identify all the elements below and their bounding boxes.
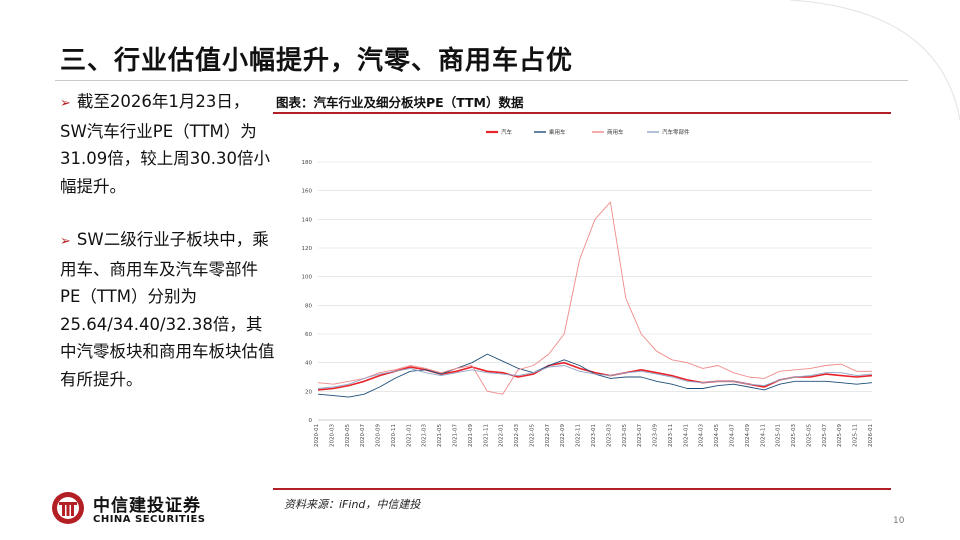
bullet-text: 截至2026年1月23日，SW汽车行业PE（TTM）为31.09倍，较上周30.… <box>60 92 270 196</box>
x-tick-label: 2025-07 <box>822 424 828 447</box>
series-line <box>317 201 872 395</box>
company-logo: 中信建投证券 CHINA SECURITIES <box>50 488 220 528</box>
bullet-item: ➢ 截至2026年1月23日，SW汽车行业PE（TTM）为31.09倍，较上周30… <box>60 88 275 200</box>
x-tick-label: 2023-07 <box>637 424 643 447</box>
x-tick-label: 2022-09 <box>560 424 566 447</box>
title-divider <box>55 80 908 81</box>
x-tick-label: 2020-09 <box>376 424 382 447</box>
x-tick-label: 2025-03 <box>791 424 797 447</box>
x-tick-label: 2026-01 <box>868 424 874 447</box>
figure-caption: 图表：汽车行业及细分板块PE（TTM）数据 <box>276 95 524 110</box>
x-tick-label: 2021-11 <box>483 424 489 447</box>
y-tick-label: 40 <box>305 361 312 367</box>
corner-decoration <box>790 0 960 120</box>
x-tick-label: 2023-05 <box>622 424 628 447</box>
logo-chinese-name: 中信建投证券 <box>93 496 201 516</box>
x-tick-label: 2025-05 <box>806 424 812 447</box>
y-tick-label: 60 <box>305 332 312 338</box>
legend-label: 汽车 <box>501 128 513 136</box>
bullet-item: ➢ SW二级行业子板块中，乘用车、商用车及汽车零部件PE（TTM）分别为25.64… <box>60 226 275 393</box>
citic-emblem-icon <box>52 492 84 524</box>
slide-title: 三、行业估值小幅提升，汽零、商用车占优 <box>60 46 574 76</box>
x-tick-label: 2021-03 <box>422 424 428 447</box>
x-tick-label: 2020-01 <box>314 424 320 447</box>
legend-label: 乘用车 <box>549 128 566 136</box>
page-number: 10 <box>893 516 905 526</box>
x-tick-label: 2020-07 <box>360 424 366 447</box>
x-tick-label: 2022-07 <box>545 424 551 447</box>
series-line <box>317 361 873 391</box>
logo-english-name: CHINA SECURITIES <box>93 514 206 525</box>
x-tick-label: 2024-05 <box>714 424 720 447</box>
series-line <box>317 365 873 389</box>
x-tick-label: 2021-09 <box>468 424 474 447</box>
x-tick-label: 2025-09 <box>837 424 843 447</box>
y-tick-label: 180 <box>302 160 313 166</box>
y-tick-label: 0 <box>309 418 313 424</box>
x-tick-label: 2022-05 <box>529 424 535 447</box>
pe-line-chart: 0 20 40 60 80 100 120 140 160 180 2020-01 2020-03 20… <box>302 128 875 447</box>
x-tick-label: 2021-01 <box>406 424 412 447</box>
figure-top-rule <box>273 112 891 114</box>
x-tick-label: 2023-09 <box>653 424 659 447</box>
x-tick-label: 2024-07 <box>730 424 736 447</box>
x-tick-label: 2025-11 <box>853 424 859 447</box>
legend-label: 商用车 <box>607 128 624 136</box>
y-tick-label: 160 <box>302 189 313 195</box>
x-tick-label: 2022-01 <box>499 424 505 447</box>
y-tick-label: 120 <box>302 246 313 252</box>
y-tick-label: 140 <box>302 217 313 223</box>
bullet-list: ➢ 截至2026年1月23日，SW汽车行业PE（TTM）为31.09倍，较上周30… <box>60 88 275 419</box>
y-tick-label: 20 <box>305 389 312 395</box>
x-tick-label: 2021-05 <box>437 424 443 447</box>
x-tick-label: 2022-03 <box>514 424 520 447</box>
arrow-bullet-icon: ➢ <box>60 96 71 111</box>
series-line <box>317 353 873 398</box>
y-tick-label: 100 <box>302 275 313 281</box>
x-tick-label: 2024-09 <box>745 424 751 447</box>
x-tick-label: 2023-11 <box>668 424 674 447</box>
x-tick-label: 2020-03 <box>329 424 335 447</box>
x-tick-label: 2022-11 <box>576 424 582 447</box>
x-tick-label: 2020-11 <box>391 424 397 447</box>
x-tick-label: 2023-03 <box>606 424 612 447</box>
y-tick-label: 80 <box>305 303 312 309</box>
x-tick-label: 2020-05 <box>345 424 351 447</box>
x-tick-label: 2025-01 <box>776 424 782 447</box>
x-tick-label: 2024-11 <box>760 424 766 447</box>
x-tick-label: 2023-01 <box>591 424 597 447</box>
x-tick-label: 2024-03 <box>699 424 705 447</box>
legend-label: 汽车零部件 <box>662 128 690 136</box>
bullet-text: SW二级行业子板块中，乘用车、商用车及汽车零部件PE（TTM）分别为25.64/… <box>60 230 275 389</box>
arrow-bullet-icon: ➢ <box>60 234 71 249</box>
x-tick-label: 2021-07 <box>453 424 459 447</box>
x-tick-label: 2024-01 <box>683 424 689 447</box>
figure-source: 资料来源：iFind，中信建投 <box>284 498 421 511</box>
figure-bottom-rule <box>273 488 891 490</box>
